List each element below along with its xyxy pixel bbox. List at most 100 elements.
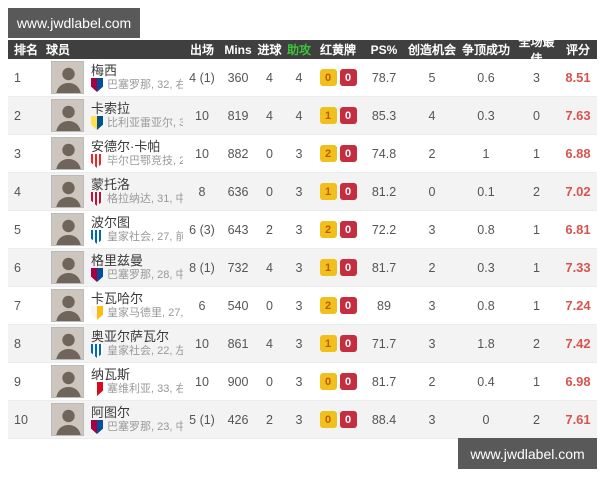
chances-created-cell: 2 <box>428 146 436 161</box>
person-silhouette-icon <box>52 290 83 321</box>
goals-cell: 2 <box>266 222 273 237</box>
col-header-assists[interactable]: 助攻 <box>286 43 311 57</box>
player-meta: 塞维利亚, 33, 右后卫 <box>91 382 183 397</box>
table-row[interactable]: 4 蒙托洛 格拉纳达, 31, 中场 8 636 0 3 1 <box>8 173 597 211</box>
yellow-card-badge: 2 <box>319 297 337 314</box>
person-silhouette-icon <box>52 366 83 397</box>
motm-cell: 2 <box>533 184 540 199</box>
player-name[interactable]: 卡索拉 <box>91 100 131 116</box>
club-badge-icon <box>91 382 103 396</box>
watermark-top: www.jwdlabel.com <box>8 8 140 38</box>
player-name[interactable]: 蒙托洛 <box>91 176 131 192</box>
goals-cell: 2 <box>266 412 273 427</box>
col-header-player[interactable]: 球员 <box>46 43 71 57</box>
red-card-badge: 0 <box>339 297 357 314</box>
col-header-goals[interactable]: 进球 <box>257 43 282 57</box>
col-header-rank[interactable]: 排名 <box>14 43 39 57</box>
pass-success-cell: 81.2 <box>371 184 397 199</box>
club-badge-icon <box>91 420 103 434</box>
aerials-won-cell: 0.8 <box>477 222 495 237</box>
player-meta: 皇家社会, 27, 前腰 <box>91 230 183 245</box>
table-row[interactable]: 3 安德尔·卡帕 毕尔巴鄂竞技, 27, 右后卫 10 882 0 3 2 <box>8 135 597 173</box>
mins-cell: 643 <box>227 222 249 237</box>
motm-cell: 0 <box>533 108 540 123</box>
col-header-cards[interactable]: 红黄牌 <box>319 43 356 57</box>
player-meta: 毕尔巴鄂竞技, 27, 右后卫 <box>91 154 183 169</box>
player-photo <box>51 99 84 132</box>
table-row[interactable]: 5 波尔图 皇家社会, 27, 前腰 6 (3) 643 2 3 2 <box>8 211 597 249</box>
rank-cell: 4 <box>14 184 21 199</box>
yellow-card-badge: 0 <box>319 69 337 86</box>
aerials-won-cell: 1.8 <box>477 336 495 351</box>
rating-cell: 6.81 <box>565 222 591 237</box>
mins-cell: 360 <box>227 70 249 85</box>
player-meta-text: 皇家社会, 22, 左边锋 <box>107 344 183 357</box>
aerials-won-cell: 0.1 <box>477 184 495 199</box>
table-row[interactable]: 2 卡索拉 比利亚雷亚尔, 34, 中场 10 819 4 4 1 <box>8 97 597 135</box>
col-header-apps[interactable]: 出场 <box>189 43 214 57</box>
yellow-card-badge: 0 <box>319 373 337 390</box>
col-header-rating[interactable]: 评分 <box>565 43 590 57</box>
player-photo <box>51 365 84 398</box>
table-row[interactable]: 9 纳瓦斯 塞维利亚, 33, 右后卫 10 900 0 3 0 <box>8 363 597 401</box>
rank-cell: 8 <box>14 336 21 351</box>
player-meta-text: 皇家社会, 27, 前腰 <box>107 230 183 243</box>
table-row[interactable]: 8 奥亚尔萨瓦尔 皇家社会, 22, 左边锋 10 861 4 3 1 <box>8 325 597 363</box>
col-header-motm[interactable]: 全场最佳 <box>518 34 555 66</box>
motm-cell: 1 <box>533 298 540 313</box>
red-card-badge: 0 <box>339 145 357 162</box>
table-row[interactable]: 6 格里兹曼 巴塞罗那, 28, 中锋 8 (1) 732 4 3 1 <box>8 249 597 287</box>
table-row[interactable]: 7 卡瓦哈尔 皇家马德里, 27, 右后卫 6 540 0 3 2 <box>8 287 597 325</box>
player-meta: 巴塞罗那, 23, 中场 <box>91 420 183 435</box>
col-header-chances[interactable]: 创造机会 <box>407 43 456 57</box>
pass-success-cell: 81.7 <box>371 260 397 275</box>
player-name[interactable]: 安德尔·卡帕 <box>91 138 161 154</box>
col-header-mins[interactable]: Mins <box>224 42 252 57</box>
assists-cell: 4 <box>295 70 303 85</box>
player-name[interactable]: 卡瓦哈尔 <box>91 290 144 306</box>
assists-cell: 3 <box>295 146 303 161</box>
person-silhouette-icon <box>52 404 83 435</box>
player-meta: 皇家社会, 22, 左边锋 <box>91 344 183 359</box>
rank-cell: 10 <box>14 412 28 427</box>
player-name[interactable]: 奥亚尔萨瓦尔 <box>91 328 170 344</box>
rating-cell: 8.51 <box>565 70 591 85</box>
player-name[interactable]: 格里兹曼 <box>91 252 144 268</box>
apps-cell: 5 (1) <box>189 412 215 427</box>
player-name[interactable]: 纳瓦斯 <box>91 366 131 382</box>
player-photo <box>51 289 84 322</box>
red-card-badge: 0 <box>339 335 357 352</box>
assists-cell: 3 <box>295 298 303 313</box>
table-row[interactable]: 1 梅西 巴塞罗那, 32, 右边锋 4 (1) 360 4 4 0 <box>8 59 597 97</box>
player-name[interactable]: 阿图尔 <box>91 404 131 420</box>
col-header-ps[interactable]: PS% <box>370 42 398 57</box>
mins-cell: 861 <box>227 336 249 351</box>
apps-cell: 8 (1) <box>189 260 215 275</box>
rating-cell: 7.63 <box>565 108 591 123</box>
player-name[interactable]: 梅西 <box>91 62 118 78</box>
aerials-won-cell: 0.4 <box>477 374 495 389</box>
rank-cell: 2 <box>14 108 21 123</box>
goals-cell: 4 <box>266 336 273 351</box>
player-photo <box>51 213 84 246</box>
pass-success-cell: 72.2 <box>371 222 397 237</box>
pass-success-cell: 88.4 <box>371 412 397 427</box>
player-name[interactable]: 波尔图 <box>91 214 131 230</box>
chances-created-cell: 3 <box>428 336 436 351</box>
rating-cell: 7.33 <box>565 260 591 275</box>
col-header-aerials[interactable]: 争顶成功 <box>461 43 510 57</box>
yellow-card-badge: 2 <box>319 221 337 238</box>
rating-cell: 7.42 <box>565 336 591 351</box>
apps-cell: 10 <box>195 146 209 161</box>
mins-cell: 900 <box>227 374 249 389</box>
person-silhouette-icon <box>52 62 83 93</box>
assists-cell: 3 <box>295 412 303 427</box>
rating-cell: 6.98 <box>565 374 591 389</box>
table-row[interactable]: 10 阿图尔 巴塞罗那, 23, 中场 5 (1) 426 2 3 0 <box>8 401 597 439</box>
rank-cell: 5 <box>14 222 21 237</box>
club-badge-icon <box>91 306 103 320</box>
pass-success-cell: 74.8 <box>371 146 397 161</box>
assists-cell: 3 <box>295 184 303 199</box>
player-meta-text: 格拉纳达, 31, 中场 <box>107 192 183 205</box>
